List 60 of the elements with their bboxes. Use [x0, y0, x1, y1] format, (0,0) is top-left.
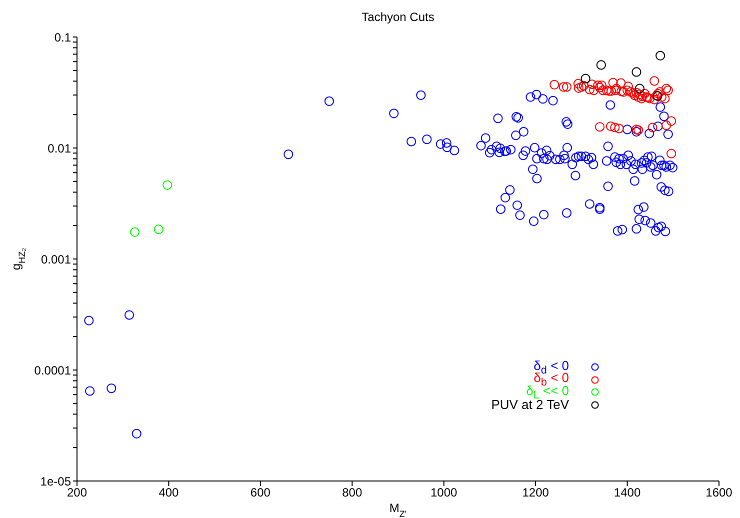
y-tick-label: 0.01: [48, 141, 72, 156]
point: [587, 79, 597, 90]
point: [656, 92, 666, 102]
point: [576, 82, 586, 92]
x-tick-label: 800: [342, 486, 362, 500]
chart-title: Tachyon Cuts: [360, 10, 436, 24]
x-tick-label: 1200: [522, 486, 550, 500]
point: [633, 92, 644, 102]
point: [623, 82, 634, 92]
y-tick-label: 0.001: [40, 252, 72, 266]
point: [558, 82, 568, 92]
point: [666, 116, 676, 126]
point: [622, 86, 632, 96]
point: [666, 148, 676, 158]
point: [578, 80, 589, 91]
point: [606, 86, 616, 96]
point: [616, 78, 626, 88]
point: [162, 180, 172, 190]
legend-label: PUV at 2 TeV: [491, 397, 569, 412]
point: [610, 122, 620, 132]
point: [650, 76, 660, 86]
point: [584, 84, 594, 94]
point: [608, 78, 618, 88]
point: [606, 121, 616, 132]
point: [661, 120, 672, 130]
point: [656, 50, 666, 60]
point: [640, 88, 650, 98]
y-tick-label: 0.0001: [34, 363, 72, 378]
point: [154, 224, 164, 234]
point: [614, 124, 624, 134]
x-tick-label: 400: [158, 486, 180, 500]
point: [594, 122, 605, 132]
point: [626, 87, 636, 97]
x-axis-title: M$_{Z'}$: [389, 501, 407, 518]
y-tick-label: 1e-05: [40, 474, 72, 488]
point: [628, 88, 638, 98]
x-tick-label: 200: [66, 486, 88, 500]
point: [596, 60, 606, 70]
point: [562, 82, 572, 92]
x-tick-label: 1600: [706, 486, 733, 500]
point: [598, 86, 608, 96]
point: [630, 90, 640, 100]
point: [650, 94, 660, 104]
point: [660, 94, 670, 104]
x-tick-label: 1000: [430, 486, 458, 500]
point: [632, 67, 642, 77]
point: [634, 84, 644, 94]
point: [602, 86, 612, 96]
point: [574, 83, 584, 93]
point: [604, 86, 614, 96]
point: [589, 86, 599, 96]
y-tick-label: 0.1: [54, 30, 72, 44]
point: [130, 227, 140, 237]
point: [580, 74, 590, 84]
point: [632, 88, 642, 98]
x-tick-label: 600: [250, 486, 271, 500]
x-tick-label: 1400: [614, 486, 641, 500]
point: [550, 80, 560, 90]
point: [648, 122, 658, 132]
point: [573, 78, 584, 88]
